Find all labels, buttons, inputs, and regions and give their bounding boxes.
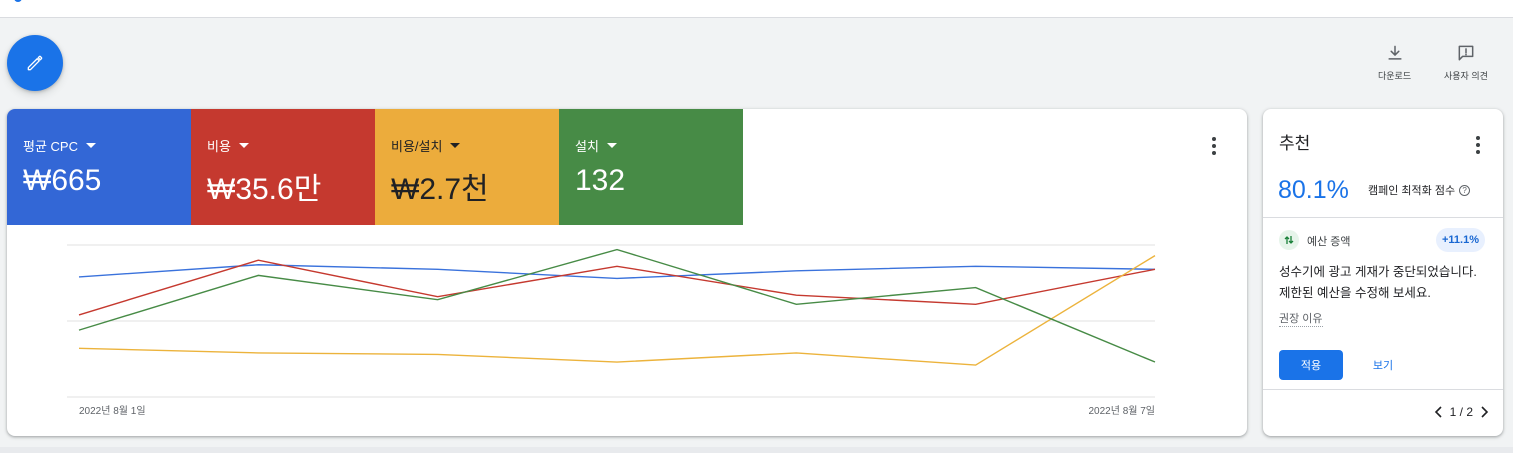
edit-button[interactable] (7, 35, 63, 91)
feedback-button[interactable]: 사용자 의견 (1444, 43, 1488, 82)
series-line (78, 255, 1156, 366)
top-bar (0, 0, 1513, 18)
apply-button[interactable]: 적용 (1279, 350, 1343, 380)
metric-label: 설치 (575, 139, 599, 154)
recommendation-pager: 1 / 2 (1434, 405, 1489, 419)
download-label: 다운로드 (1378, 71, 1412, 81)
metric-value: ₩2.7천 (391, 173, 489, 206)
metric-label-container: 비용 (207, 136, 249, 155)
metric-value: ₩35.6만 (207, 173, 322, 206)
download-button[interactable]: 다운로드 (1378, 43, 1411, 82)
chevron-left-icon[interactable] (1434, 406, 1444, 418)
recommendation-reason-link[interactable]: 권장 이유 (1279, 310, 1323, 327)
series-line (78, 248, 1156, 363)
view-button[interactable]: 보기 (1372, 360, 1394, 372)
top-bar-indicator (14, 0, 22, 2)
recommendation-description: 성수기에 광고 게재가 중단되었습니다. 제한된 예산을 수정해 보세요. (1279, 265, 1477, 300)
recommendation-more-options-icon[interactable] (1466, 133, 1490, 157)
metric-label-container: 설치 (575, 136, 617, 155)
dropdown-caret-icon[interactable] (606, 143, 617, 148)
metric-tile-avg-cpc[interactable]: 평균 CPC ₩665 (7, 109, 191, 225)
divider (1263, 217, 1503, 218)
dropdown-caret-icon[interactable] (85, 143, 96, 148)
metric-tile-cost[interactable]: 비용 ₩35.6만 (191, 109, 375, 225)
performance-chart-card: 평균 CPC ₩665 비용 ₩35.6만 비용/설치 ₩2.7천 설치 132… (7, 109, 1247, 436)
metric-label: 평균 CPC (23, 139, 78, 154)
metric-label: 비용/설치 (391, 139, 443, 154)
x-tick-label: 2022년 8월 7일 (1088, 405, 1155, 417)
feedback-icon (1458, 45, 1474, 61)
chevron-right-icon[interactable] (1479, 406, 1489, 418)
x-tick-label: 2022년 8월 1일 (79, 405, 146, 417)
dropdown-caret-icon[interactable] (450, 143, 461, 148)
feedback-label: 사용자 의견 (1444, 71, 1488, 81)
help-icon[interactable]: ? (1459, 184, 1471, 196)
metric-label-container: 평균 CPC (23, 136, 96, 155)
metric-tile-cost-per-install[interactable]: 비용/설치 ₩2.7천 (375, 109, 559, 225)
metric-label: 비용 (207, 139, 231, 154)
score-uplift-badge: +11.1% (1436, 228, 1486, 252)
divider (1263, 389, 1503, 390)
series-line (78, 259, 1156, 316)
optimization-score: 80.1% (1278, 176, 1349, 204)
recommendation-card: 추천 80.1% 캠페인 최적화 점수 ? 예산 증액 +11.1% 성수기에 … (1263, 109, 1503, 436)
recommendation-type: 예산 증액 (1307, 236, 1351, 248)
dropdown-caret-icon[interactable] (238, 143, 249, 148)
optimization-score-label-container: 캠페인 최적화 점수 ? (1368, 182, 1471, 198)
metric-value: ₩665 (23, 164, 102, 197)
budget-increase-icon (1279, 230, 1299, 250)
metric-label-container: 비용/설치 (391, 136, 461, 155)
bottom-strip (0, 447, 1513, 453)
metric-tile-installs[interactable]: 설치 132 (559, 109, 743, 225)
recommendation-title: 추천 (1279, 134, 1311, 153)
series-line (78, 264, 1156, 280)
pager-text: 1 / 2 (1449, 405, 1473, 419)
optimization-score-label: 캠페인 최적화 점수 (1368, 185, 1456, 197)
metric-value: 132 (575, 164, 626, 197)
line-chart: 2022년 8월 1일 2022년 8월 7일 (67, 244, 1156, 417)
chart-more-options-icon[interactable] (1202, 134, 1226, 158)
pencil-icon (27, 55, 43, 71)
download-icon (1387, 45, 1402, 60)
